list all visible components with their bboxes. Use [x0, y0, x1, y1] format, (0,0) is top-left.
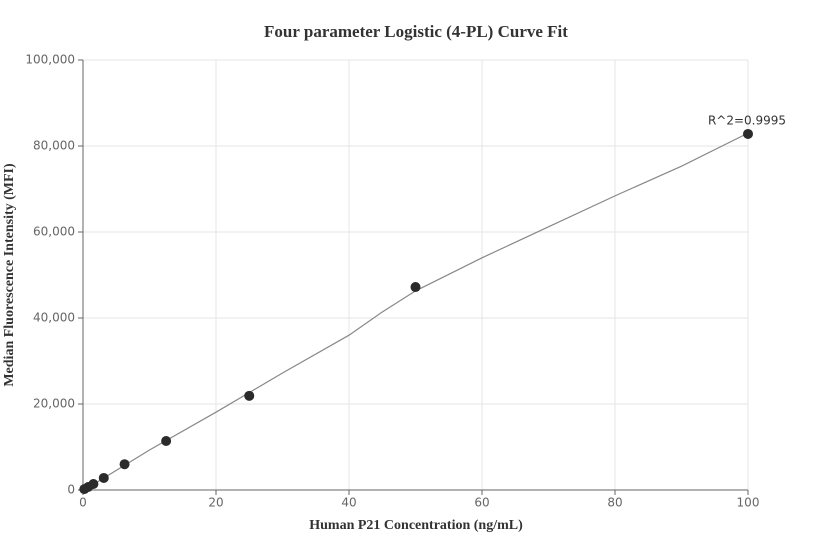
x-tick-label: 20: [208, 496, 223, 510]
data-point: [98, 472, 109, 483]
data-point: [743, 128, 753, 139]
y-tick-label: 20,000: [33, 397, 75, 411]
x-tick-label: 40: [341, 496, 356, 510]
y-tick-label: 40,000: [33, 311, 75, 325]
y-tick-label: 60,000: [33, 225, 75, 239]
fit-curve: [83, 132, 749, 491]
x-tick-label: 60: [474, 496, 489, 510]
annotation: R^2=0.9995: [708, 113, 786, 127]
y-axis-title: Median Fluorescence Intensity (MFI): [2, 163, 17, 387]
x-tick-label: 0: [79, 496, 87, 510]
data-point: [161, 435, 172, 446]
data-point: [119, 459, 130, 470]
x-axis-title: Human P21 Concentration (ng/mL): [309, 518, 523, 533]
x-tick-label: 100: [737, 496, 760, 510]
y-tick-label: 100,000: [25, 53, 75, 67]
y-tick-label: 0: [67, 483, 75, 497]
y-tick-label: 80,000: [33, 139, 75, 153]
chart-title: Four parameter Logistic (4-PL) Curve Fit: [264, 22, 568, 41]
x-tick-label: 80: [607, 496, 622, 510]
data-point: [244, 390, 255, 401]
data-point: [88, 478, 99, 489]
data-point: [410, 282, 421, 293]
